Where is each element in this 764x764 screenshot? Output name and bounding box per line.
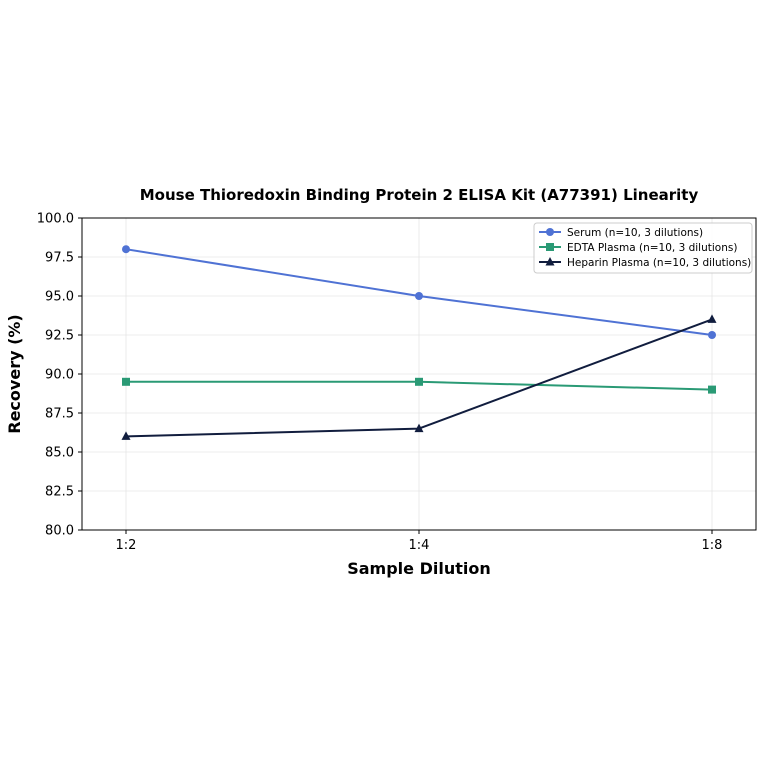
legend-item: EDTA Plasma (n=10, 3 dilutions) — [539, 242, 737, 254]
data-point — [122, 377, 130, 386]
legend-label: Heparin Plasma (n=10, 3 dilutions) — [567, 257, 751, 269]
y-tick-label: 80.0 — [45, 524, 74, 539]
series-2 — [121, 314, 717, 440]
y-tick-label: 85.0 — [45, 446, 74, 461]
data-point — [415, 292, 423, 300]
x-tick-label: 1:2 — [116, 538, 137, 553]
data-point — [707, 314, 717, 323]
legend-marker — [546, 243, 554, 251]
axis-ticks: 80.0 82.5 85.0 87.5 90.0 92.5 95.0 97.5 100.0 1:2… — [37, 212, 723, 554]
legend-item: Heparin Plasma (n=10, 3 dilutions) — [539, 257, 751, 269]
y-tick-label: 90.0 — [45, 368, 74, 383]
legend-label: EDTA Plasma (n=10, 3 dilutions) — [567, 242, 737, 254]
data-point — [708, 385, 716, 394]
series-1 — [122, 377, 716, 394]
series-layer — [121, 245, 717, 440]
y-tick-label: 82.5 — [45, 485, 74, 500]
series-0 — [122, 245, 716, 339]
y-tick-label: 100.0 — [37, 212, 74, 227]
y-tick-label: 87.5 — [45, 407, 74, 422]
legend-item: Serum (n=10, 3 dilutions) — [539, 227, 703, 239]
legend-marker — [545, 257, 555, 266]
y-axis-label: Recovery (%) — [5, 314, 24, 433]
y-tick-label: 95.0 — [45, 290, 74, 305]
x-tick-label: 1:8 — [702, 538, 723, 553]
data-point — [415, 377, 423, 386]
legend-label: Serum (n=10, 3 dilutions) — [567, 227, 703, 239]
legend-marker — [546, 228, 554, 236]
data-point — [121, 431, 131, 440]
legend-box — [533, 222, 753, 274]
chart-title: Mouse Thioredoxin Binding Protein 2 ELIS… — [140, 186, 699, 204]
data-point — [122, 245, 130, 254]
data-point — [414, 423, 424, 433]
data-point — [708, 331, 716, 339]
x-tick-label: 1:4 — [409, 538, 430, 553]
y-tick-label: 92.5 — [45, 329, 74, 344]
y-tick-label: 97.5 — [45, 251, 74, 266]
legend: Serum (n=10, 3 dilutions) EDTA Plasma (n=… — [533, 222, 753, 274]
x-axis-label: Sample Dilution — [347, 559, 491, 578]
